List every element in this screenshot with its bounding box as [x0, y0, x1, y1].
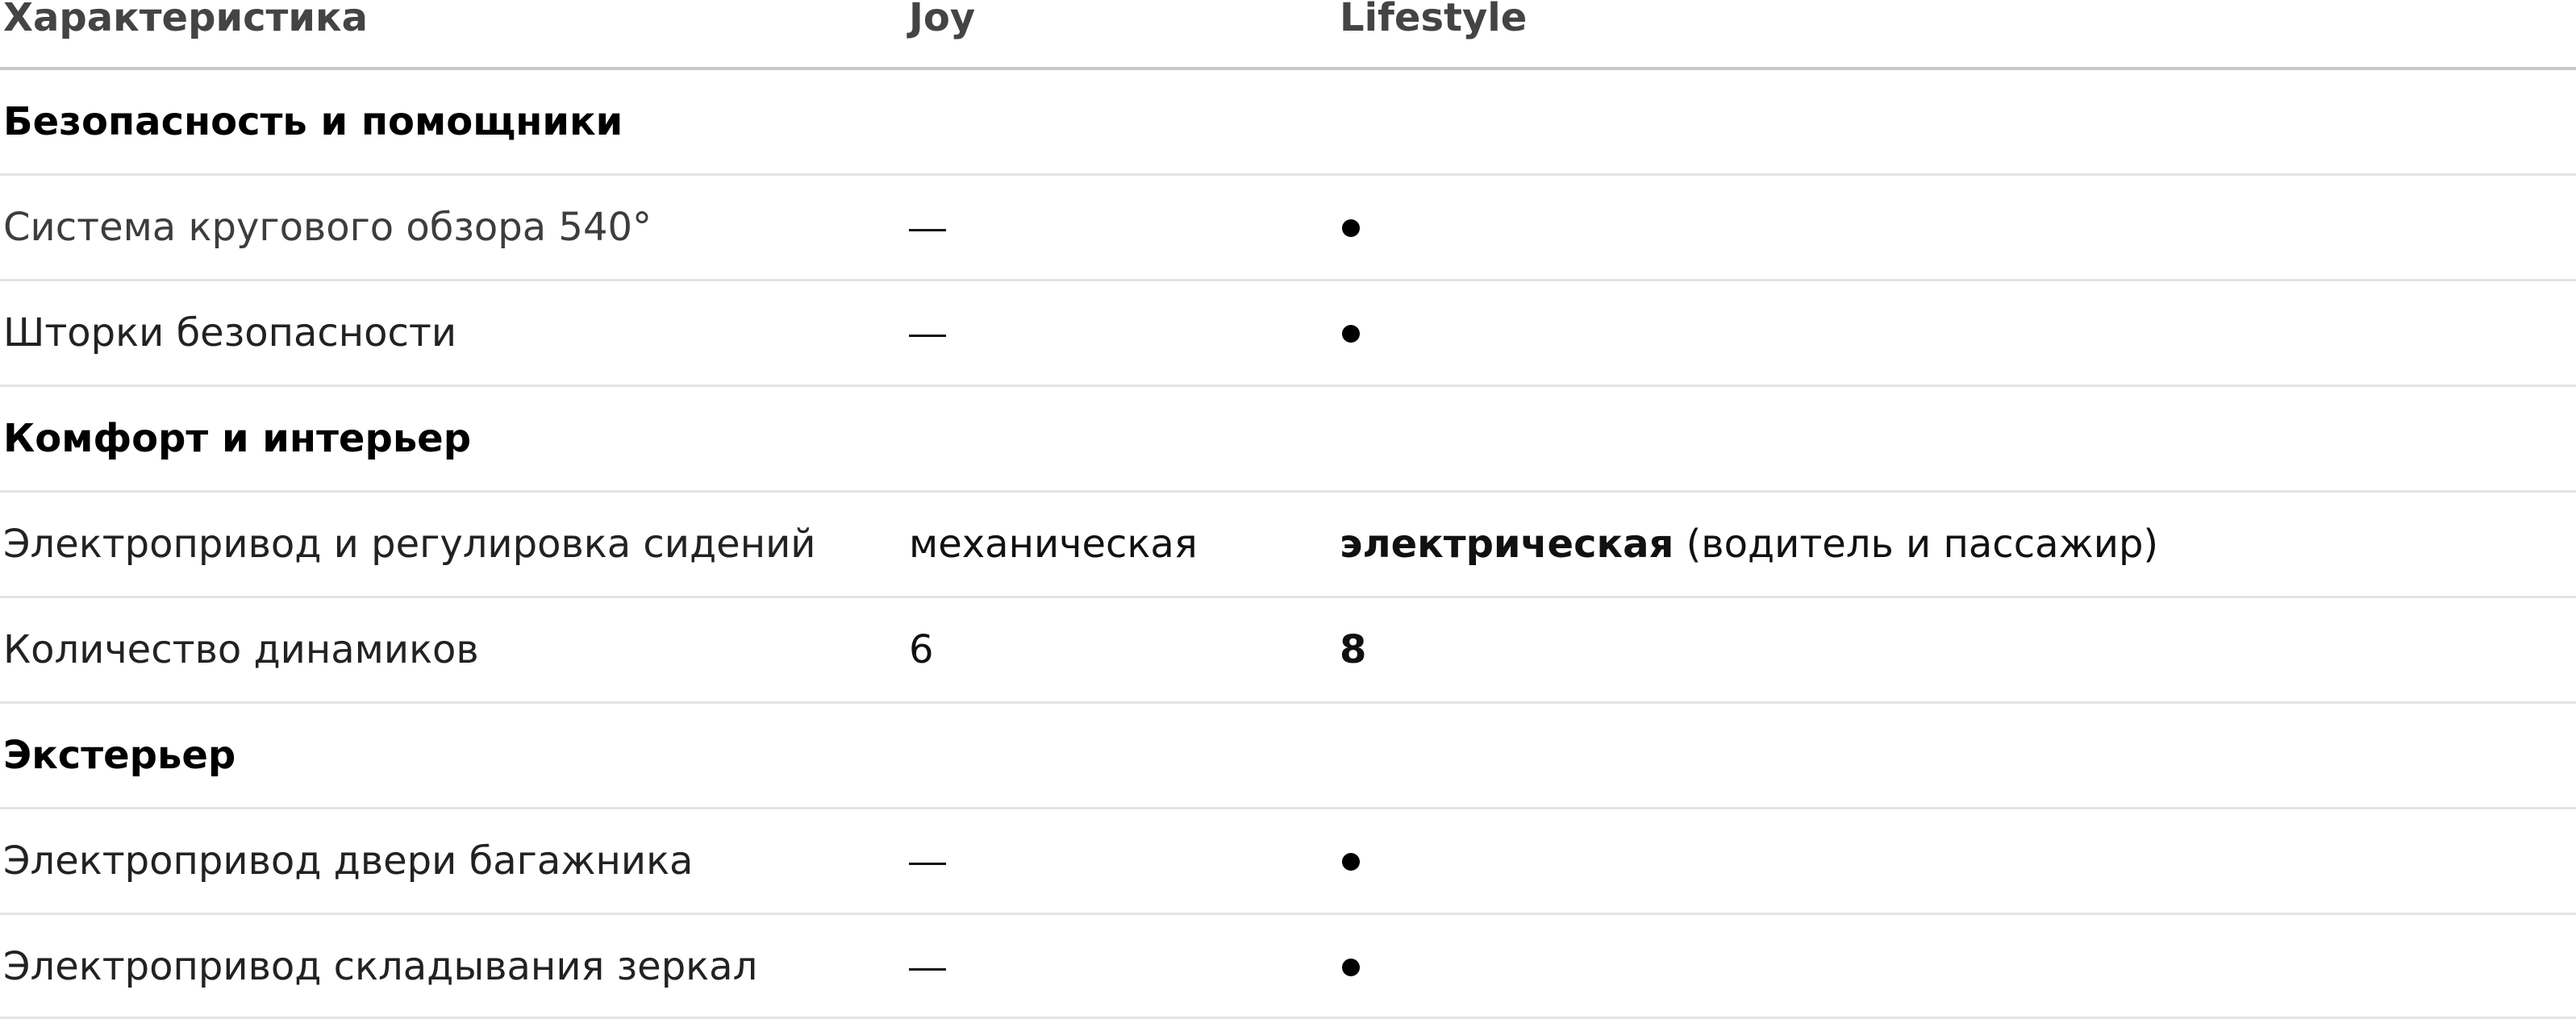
filled-dot-icon [1342, 853, 1360, 871]
feature-name: Электропривод и регулировка сидений [3, 522, 816, 567]
joy-value [909, 309, 946, 357]
lifestyle-value: 8 [1340, 627, 1367, 672]
filled-dot-icon [1342, 219, 1360, 237]
table-row-speakers: Количество динамиков 6 8 [0, 598, 2576, 704]
dash-icon [909, 862, 946, 865]
lifestyle-value [1340, 837, 1360, 885]
header-trim-joy: Joy [909, 0, 976, 40]
lifestyle-value: электрическая (водитель и пассажир) [1340, 520, 2158, 568]
filled-dot-icon [1342, 325, 1360, 343]
section-title: Комфорт и интерьер [3, 416, 472, 461]
lifestyle-value [1340, 309, 1360, 357]
header-characteristic: Характеристика [3, 0, 368, 40]
feature-name: Электропривод двери багажника [3, 838, 694, 884]
table-row-surround-view: Система кругового обзора 540° [0, 176, 2576, 281]
section-row-comfort: Комфорт и интерьер [0, 387, 2576, 493]
joy-value: механическая [909, 522, 1198, 567]
dash-icon [909, 967, 946, 971]
lifestyle-value [1340, 203, 1360, 252]
lifestyle-value-highlight: электрическая [1340, 522, 1674, 567]
joy-value [909, 203, 946, 252]
table-header-row: Характеристика Joy Lifestyle [0, 0, 2576, 70]
header-trim-lifestyle: Lifestyle [1340, 0, 1528, 40]
table-row-safety-curtains: Шторки безопасности [0, 281, 2576, 387]
lifestyle-value [1340, 942, 1360, 991]
table-row-power-tailgate: Электропривод двери багажника [0, 809, 2576, 915]
section-title: Экстерьер [3, 733, 236, 778]
feature-name: Электропривод складывания зеркал [3, 944, 758, 989]
table-row-power-folding-mirrors: Электропривод складывания зеркал [0, 915, 2576, 1019]
section-row-exterior: Экстерьер [0, 704, 2576, 809]
section-title: Безопасность и помощники [3, 99, 623, 144]
section-row-safety: Безопасность и помощники [0, 70, 2576, 176]
lifestyle-value-note: (водитель и пассажир) [1674, 522, 2159, 567]
dash-icon [909, 228, 946, 231]
table-row-seat-adjustment: Электропривод и регулировка сидений меха… [0, 493, 2576, 598]
feature-name: Система кругового обзора 540° [3, 205, 652, 250]
feature-name: Количество динамиков [3, 627, 479, 672]
joy-value [909, 942, 946, 991]
joy-value: 6 [909, 627, 934, 672]
feature-name: Шторки безопасности [3, 310, 457, 356]
dash-icon [909, 334, 946, 337]
joy-value [909, 837, 946, 885]
filled-dot-icon [1342, 959, 1360, 976]
